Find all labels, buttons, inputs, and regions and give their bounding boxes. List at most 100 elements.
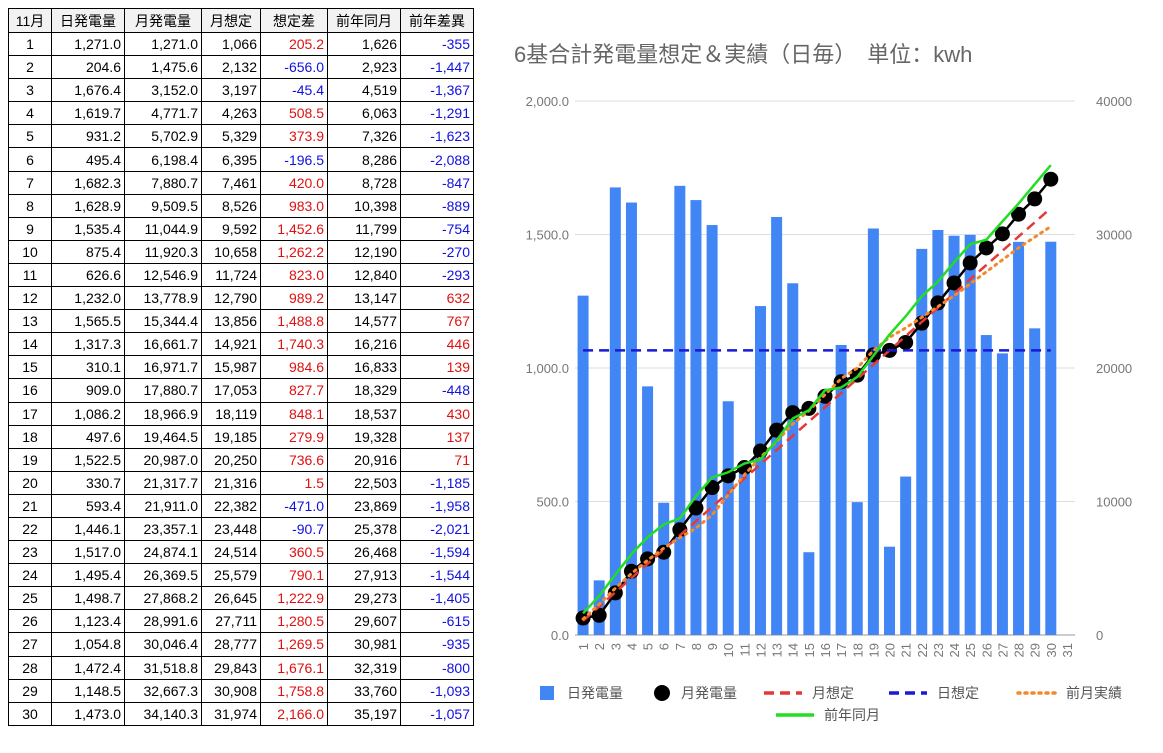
table-cell: 27 [8, 632, 52, 657]
x-tick-label: 17 [834, 643, 849, 657]
table-cell: 1,758.8 [260, 678, 328, 703]
table-cell: 27,711 [201, 609, 261, 634]
bar [706, 225, 718, 635]
line-marker [849, 367, 865, 383]
table-cell: 19,185 [201, 424, 261, 449]
table-cell: 848.1 [260, 401, 328, 426]
table-cell: 18,537 [327, 401, 401, 426]
table-cell: 28,777 [201, 632, 261, 657]
table-cell: 1,446.1 [51, 516, 125, 542]
table-cell: 18,329 [327, 378, 401, 403]
table-cell: 6,063 [327, 101, 401, 126]
table-cell: 16,833 [327, 355, 401, 380]
x-tick-label: 5 [641, 643, 656, 650]
table-cell: 1,488.8 [260, 309, 328, 334]
table-cell: 1,517.0 [51, 540, 125, 565]
table-cell: 12,546.9 [124, 262, 202, 288]
table-cell: 13,147 [327, 286, 401, 311]
table-cell: -1,185 [400, 470, 474, 495]
line-marker [591, 607, 607, 623]
table-cell: 30,908 [201, 678, 261, 703]
table-cell: -1,367 [400, 78, 474, 103]
bar [738, 467, 750, 635]
table-row: 22 1,446.1 23,357.1 23,448 -90.7 25,378 -2,021 [8, 516, 474, 542]
x-tick-label: 21 [899, 643, 914, 657]
table-cell: 495.4 [51, 147, 125, 172]
table-cell: 11月 [8, 8, 52, 33]
table-row: 8 1,628.9 9,509.5 8,526 983.0 10,398 -889 [8, 193, 474, 218]
bar [867, 228, 879, 635]
table-cell: 1,522.5 [51, 447, 125, 472]
table-row: 29 1,148.5 32,667.3 30,908 1,758.8 33,760 -1,0… [8, 678, 474, 703]
table-cell: 1,495.4 [51, 563, 125, 588]
bar [932, 229, 944, 635]
table-cell: 1,271.0 [124, 31, 202, 57]
table-cell: 1,472.4 [51, 655, 125, 680]
x-tick-label: 18 [850, 643, 865, 657]
x-tick-label: 19 [866, 643, 881, 657]
bar [916, 248, 928, 635]
table-cell: 27,913 [327, 563, 401, 588]
table-cell: -90.7 [260, 516, 328, 542]
line-marker [978, 240, 994, 256]
table-cell: 497.6 [51, 424, 125, 449]
table-cell: 8,526 [201, 193, 261, 218]
table-cell: 736.6 [260, 447, 328, 472]
table-cell: 137 [400, 424, 474, 449]
table-cell: -2,088 [400, 147, 474, 172]
bar [642, 386, 654, 635]
line-marker [994, 226, 1010, 242]
table-cell: 21 [8, 493, 52, 518]
table-cell: 1,619.7 [51, 101, 125, 126]
table-row: 19 1,522.5 20,987.0 20,250 736.6 20,916 71 [8, 447, 474, 472]
table-row: 15 310.1 16,971.7 15,987 984.6 16,833 139 [8, 355, 474, 380]
table-cell: 13,778.9 [124, 286, 202, 311]
table-cell: 1,565.5 [51, 309, 125, 334]
bar [884, 546, 896, 635]
table-cell: 28,991.6 [124, 609, 202, 634]
x-tick-label: 25 [963, 643, 978, 657]
table-cell: 1,628.9 [51, 193, 125, 218]
table-cell: 14 [8, 332, 52, 357]
x-tick-label: 20 [883, 643, 898, 657]
table-cell: 20,250 [201, 447, 261, 472]
bar [722, 401, 734, 635]
table-row: 9 1,535.4 11,044.9 9,592 1,452.6 11,799 -754 [8, 216, 474, 241]
table-row: 21 593.4 21,911.0 22,382 -471.0 23,869 -1,958 [8, 493, 474, 518]
table-cell: 1,269.5 [260, 632, 328, 657]
table-cell: 5,329 [201, 124, 261, 149]
line-marker [672, 522, 688, 538]
x-tick-label: 2 [592, 643, 607, 650]
line-marker [865, 347, 881, 363]
legend-swatch [654, 685, 670, 701]
table-cell: 6 [8, 147, 52, 172]
table-cell: -1,447 [400, 55, 474, 80]
table-cell: 2,166.0 [260, 701, 328, 726]
table-cell: 430 [400, 401, 474, 426]
table-cell: 6,198.4 [124, 147, 202, 172]
table-cell: 32,319 [327, 655, 401, 680]
table-cell: 16 [8, 378, 52, 403]
table-cell: -656.0 [260, 55, 328, 80]
table-cell: 2,923 [327, 55, 401, 80]
line-marker [1043, 171, 1059, 187]
table-cell: 1,148.5 [51, 678, 125, 703]
table-cell: 3,152.0 [124, 78, 202, 103]
line-marker [801, 400, 817, 416]
table-cell: 1,676.1 [260, 655, 328, 680]
table-row: 7 1,682.3 7,880.7 7,461 420.0 8,728 -847 [8, 170, 474, 195]
table-cell: 22 [8, 516, 52, 542]
table-cell: 7 [8, 170, 52, 195]
table-cell: -935 [400, 632, 474, 657]
line [582, 178, 1052, 620]
table-row: 6 495.4 6,198.4 6,395 -196.5 8,286 -2,088 [8, 147, 474, 172]
x-tick-label: 31 [1060, 643, 1075, 657]
table-cell: 1,232.0 [51, 286, 125, 311]
x-tick-label: 12 [753, 643, 768, 657]
table-cell: 1,262.2 [260, 239, 328, 264]
data-table: 11月 日発電量 月発電量 月想定 想定差 前年同月 前年差異 1 1,271.0 1,271.0… [8, 8, 474, 726]
table-cell: 16,971.7 [124, 355, 202, 380]
table-cell: 15,344.4 [124, 309, 202, 334]
table-cell: 18,119 [201, 401, 261, 426]
line-marker [640, 551, 656, 567]
